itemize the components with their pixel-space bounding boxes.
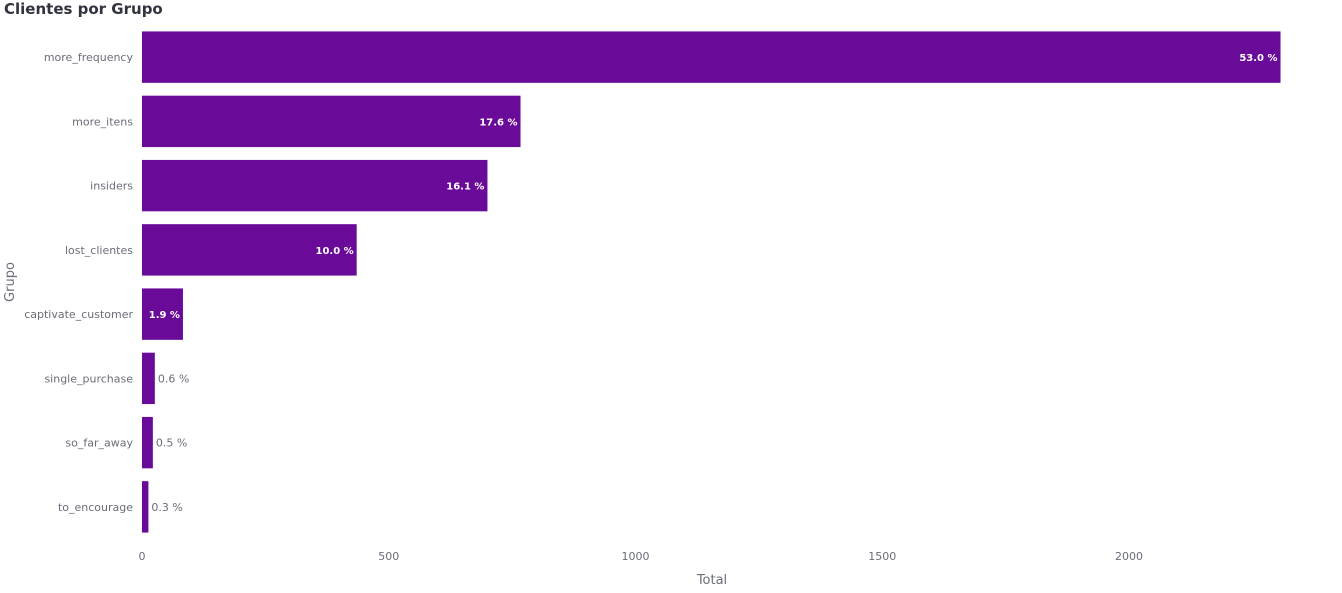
x-tick-label-1500: 1500 — [868, 550, 896, 563]
bar-label-single-purchase: 0.6 % — [158, 372, 189, 385]
x-tick-label-1000: 1000 — [622, 550, 650, 563]
bar-to-encourage[interactable] — [142, 481, 149, 533]
y-tick-label-insiders: insiders — [90, 180, 133, 193]
bar-more-itens[interactable] — [142, 95, 521, 148]
y-tick-label-to-encourage: to_encourage — [58, 501, 133, 514]
bar-captivate-customer[interactable] — [142, 288, 183, 340]
bar-single-purchase[interactable] — [142, 352, 155, 405]
bar-label-so-far-away: 0.5 % — [156, 437, 187, 450]
x-axis-ticks: 0 500 1000 1500 2000 — [139, 550, 1144, 563]
bar-label-more-itens: 17.6 % — [479, 117, 517, 128]
x-axis-title: Total — [696, 573, 727, 588]
bars — [142, 31, 1281, 533]
bar-more-frequency[interactable] — [142, 31, 1281, 83]
y-axis-ticks: more_frequency more_itens insiders lost_cli… — [24, 51, 133, 514]
bar-label-to-encourage: 0.3 % — [151, 501, 182, 514]
y-tick-label-more-frequency: more_frequency — [44, 51, 134, 64]
y-tick-label-so-far-away: so_far_away — [65, 437, 133, 450]
y-tick-label-captivate-customer: captivate_customer — [24, 308, 133, 321]
x-tick-label-2000: 2000 — [1115, 550, 1143, 563]
y-tick-label-more-itens: more_itens — [72, 115, 133, 128]
y-tick-label-single-purchase: single_purchase — [44, 372, 133, 385]
y-axis-title: Grupo — [3, 262, 18, 302]
bar-insiders[interactable] — [142, 159, 488, 212]
bar-so-far-away[interactable] — [142, 416, 153, 469]
bar-lost-clientes[interactable] — [142, 224, 357, 276]
bar-label-insiders: 16.1 % — [446, 182, 484, 193]
bar-label-lost-clientes: 10.0 % — [315, 246, 353, 257]
x-tick-label-0: 0 — [139, 550, 146, 563]
chart-title: Clientes por Grupo — [4, 0, 163, 18]
bar-label-more-frequency: 53.0 % — [1239, 53, 1277, 64]
x-tick-label-500: 500 — [378, 550, 399, 563]
bar-labels: 53.0 % 17.6 % 16.1 % 10.0 % 1.9 % 0.6 % 0.5 % 0… — [149, 53, 1278, 514]
bar-label-captivate-customer: 1.9 % — [149, 310, 180, 321]
y-tick-label-lost-clientes: lost_clientes — [65, 244, 133, 257]
